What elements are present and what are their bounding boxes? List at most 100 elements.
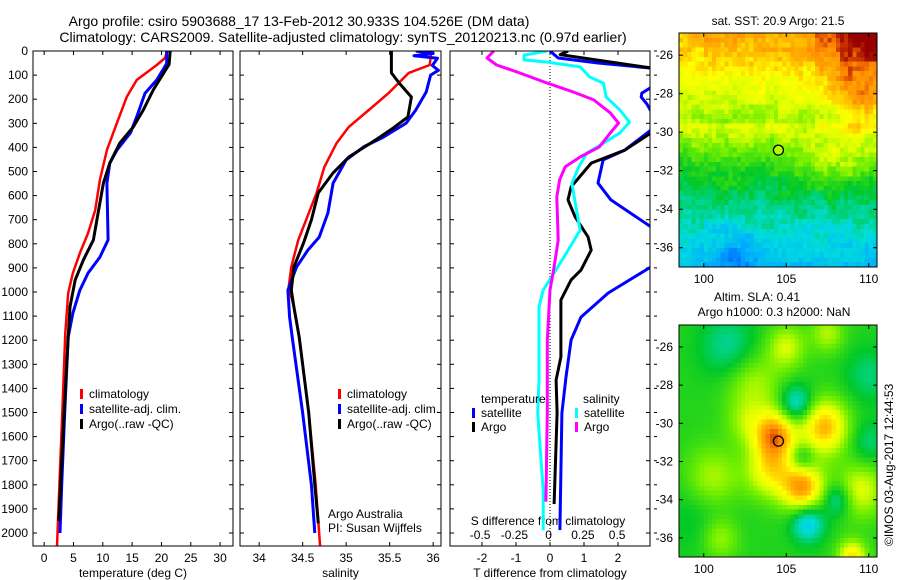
legend-label: Argo [481,420,507,434]
figure-title-line2: Climatology: CARS2009. Satellite-adjuste… [59,29,626,45]
y-tick-label: 2000 [1,526,28,540]
sst-map-title: sat. SST: 20.9 Argo: 21.5 [712,14,845,28]
argo-float-marker [772,144,785,156]
plot-frame [32,50,234,547]
series-line-satellite-adj-clim- [286,51,440,534]
y-tick-label: 1100 [2,309,28,323]
legend-swatch [472,408,475,418]
s-tick-label: -0.25 [501,528,529,542]
lat-tick-label: -28 [656,87,674,101]
lat-tick-label: -28 [656,378,674,392]
series-line-argo-raw-qc- [289,51,413,524]
lon-tick-label: 110 [859,562,878,576]
y-tick-label: 1600 [1,430,28,444]
x-tick-label: 34 [252,551,266,565]
legend-label: satellite-adj. clim. [347,402,439,416]
profile-panel-difference: -2 -1 0 1 2T difference from climatology -0.5… [449,50,657,580]
y-tick-label: 600 [8,189,28,203]
argo-float-marker [772,435,785,447]
y-tick-label: 1900 [1,502,28,516]
y-tick-label: 200 [8,92,28,106]
y-tick-label: 700 [8,213,28,227]
series-line-t-argo [552,51,650,505]
s-tick-label: 0.25 [571,528,595,542]
sla-map-title: Altim. SLA: 0.41 [714,290,800,304]
y-tick-label: 1700 [1,454,28,468]
lat-tick-label: -32 [656,164,674,178]
x-axis-label: temperature (deg C) [79,566,187,580]
legend-label: Argo(..raw -QC) [89,417,174,431]
lat-tick-label: -30 [656,416,674,430]
legend-swatch [80,389,83,399]
s-tick-label: -0.5 [470,528,491,542]
x-tick-label: 34.5 [291,551,315,565]
legend-swatch [338,419,341,429]
x-tick-label: 25 [184,551,198,565]
sla-map-subtitle: Argo h1000: 0.3 h2000: NaN [698,305,851,319]
y-tick-label: 1300 [1,357,28,371]
plot-frame [449,50,651,547]
x-tick-label: 0 [547,551,554,565]
sst-map-axes: 100 105 110 -26 -28 -30 -32 -34 -36 [656,32,879,286]
legend-label: satellite [584,406,625,420]
lat-tick-label: -34 [656,202,674,216]
x-tick-label: 1 [581,551,588,565]
series-line-satellite-adj-clim- [58,51,169,534]
y-tick-label: 1400 [1,381,28,395]
x-axis-label: salinity [322,566,359,580]
y-tick-label: 900 [8,261,28,275]
y-tick-label: 1500 [1,406,28,420]
y-tick-label: 1000 [1,285,28,299]
s-tick-label: 0.5 [609,528,626,542]
legend-label: climatology [347,387,407,401]
lat-tick-label: -30 [656,125,674,139]
map-frame [678,324,878,558]
series-line-climatology [55,51,169,546]
pi-annotation: PI: Susan Wijffels [328,521,422,535]
y-tick-label: 400 [8,140,28,154]
x-tick-label: 10 [96,551,110,565]
lon-tick-label: 105 [776,272,796,286]
legend-swatch [338,389,341,399]
pi-annotation: Argo Australia [328,507,403,521]
lat-tick-label: -34 [656,493,674,507]
y-tick-label: 800 [8,237,28,251]
legend-swatch [338,404,341,414]
x-tick-label: 35 [339,551,353,565]
lon-tick-label: 110 [859,272,878,286]
legend-title-temperature: temperature [481,392,546,406]
x-tick-label: -2 [477,551,488,565]
plot-frame [239,50,442,547]
y-tick-label: 1200 [1,333,28,347]
x-axis-label: T difference from climatology [473,566,627,580]
sla-map-image [679,325,877,557]
lon-tick-label: 105 [776,562,796,576]
x-tick-label: 36 [426,551,440,565]
series-line-s-argo [485,51,620,502]
x-tick-label: 15 [125,551,139,565]
lat-tick-label: -36 [656,241,674,255]
legend-label: satellite [481,406,522,420]
copyright-text: ©IMOS 03-Aug-2017 12:44:53 [882,383,896,546]
s-tick-label: 0 [545,528,552,542]
lat-tick-label: -26 [656,340,674,354]
profile-panel-temperature: 0100200300400500600700800900100011001200… [1,44,234,580]
profile-panel-salinity: 34 34.5 35 35.5 36 salinity climatologysatelli… [239,50,442,580]
legend-swatch [80,419,83,429]
lon-tick-label: 100 [694,562,714,576]
lon-tick-label: 100 [694,272,714,286]
x-tick-label: 35.5 [378,551,402,565]
legend-label: Argo(..raw -QC) [347,417,432,431]
x-tick-label: 0 [41,551,48,565]
legend-title-salinity: salinity [583,392,620,406]
legend-swatch [472,422,475,432]
x-tick-label: -1 [511,551,522,565]
x-tick-label: 20 [155,551,169,565]
x-tick-label: 30 [213,551,227,565]
y-tick-label: 100 [8,68,28,82]
y-tick-label: 1800 [1,478,28,492]
lat-tick-label: -26 [656,48,674,62]
sla-map-axes: 100 105 110 -26 -28 -30 -32 -34 -36 [656,324,879,576]
legend-label: Argo [584,420,610,434]
